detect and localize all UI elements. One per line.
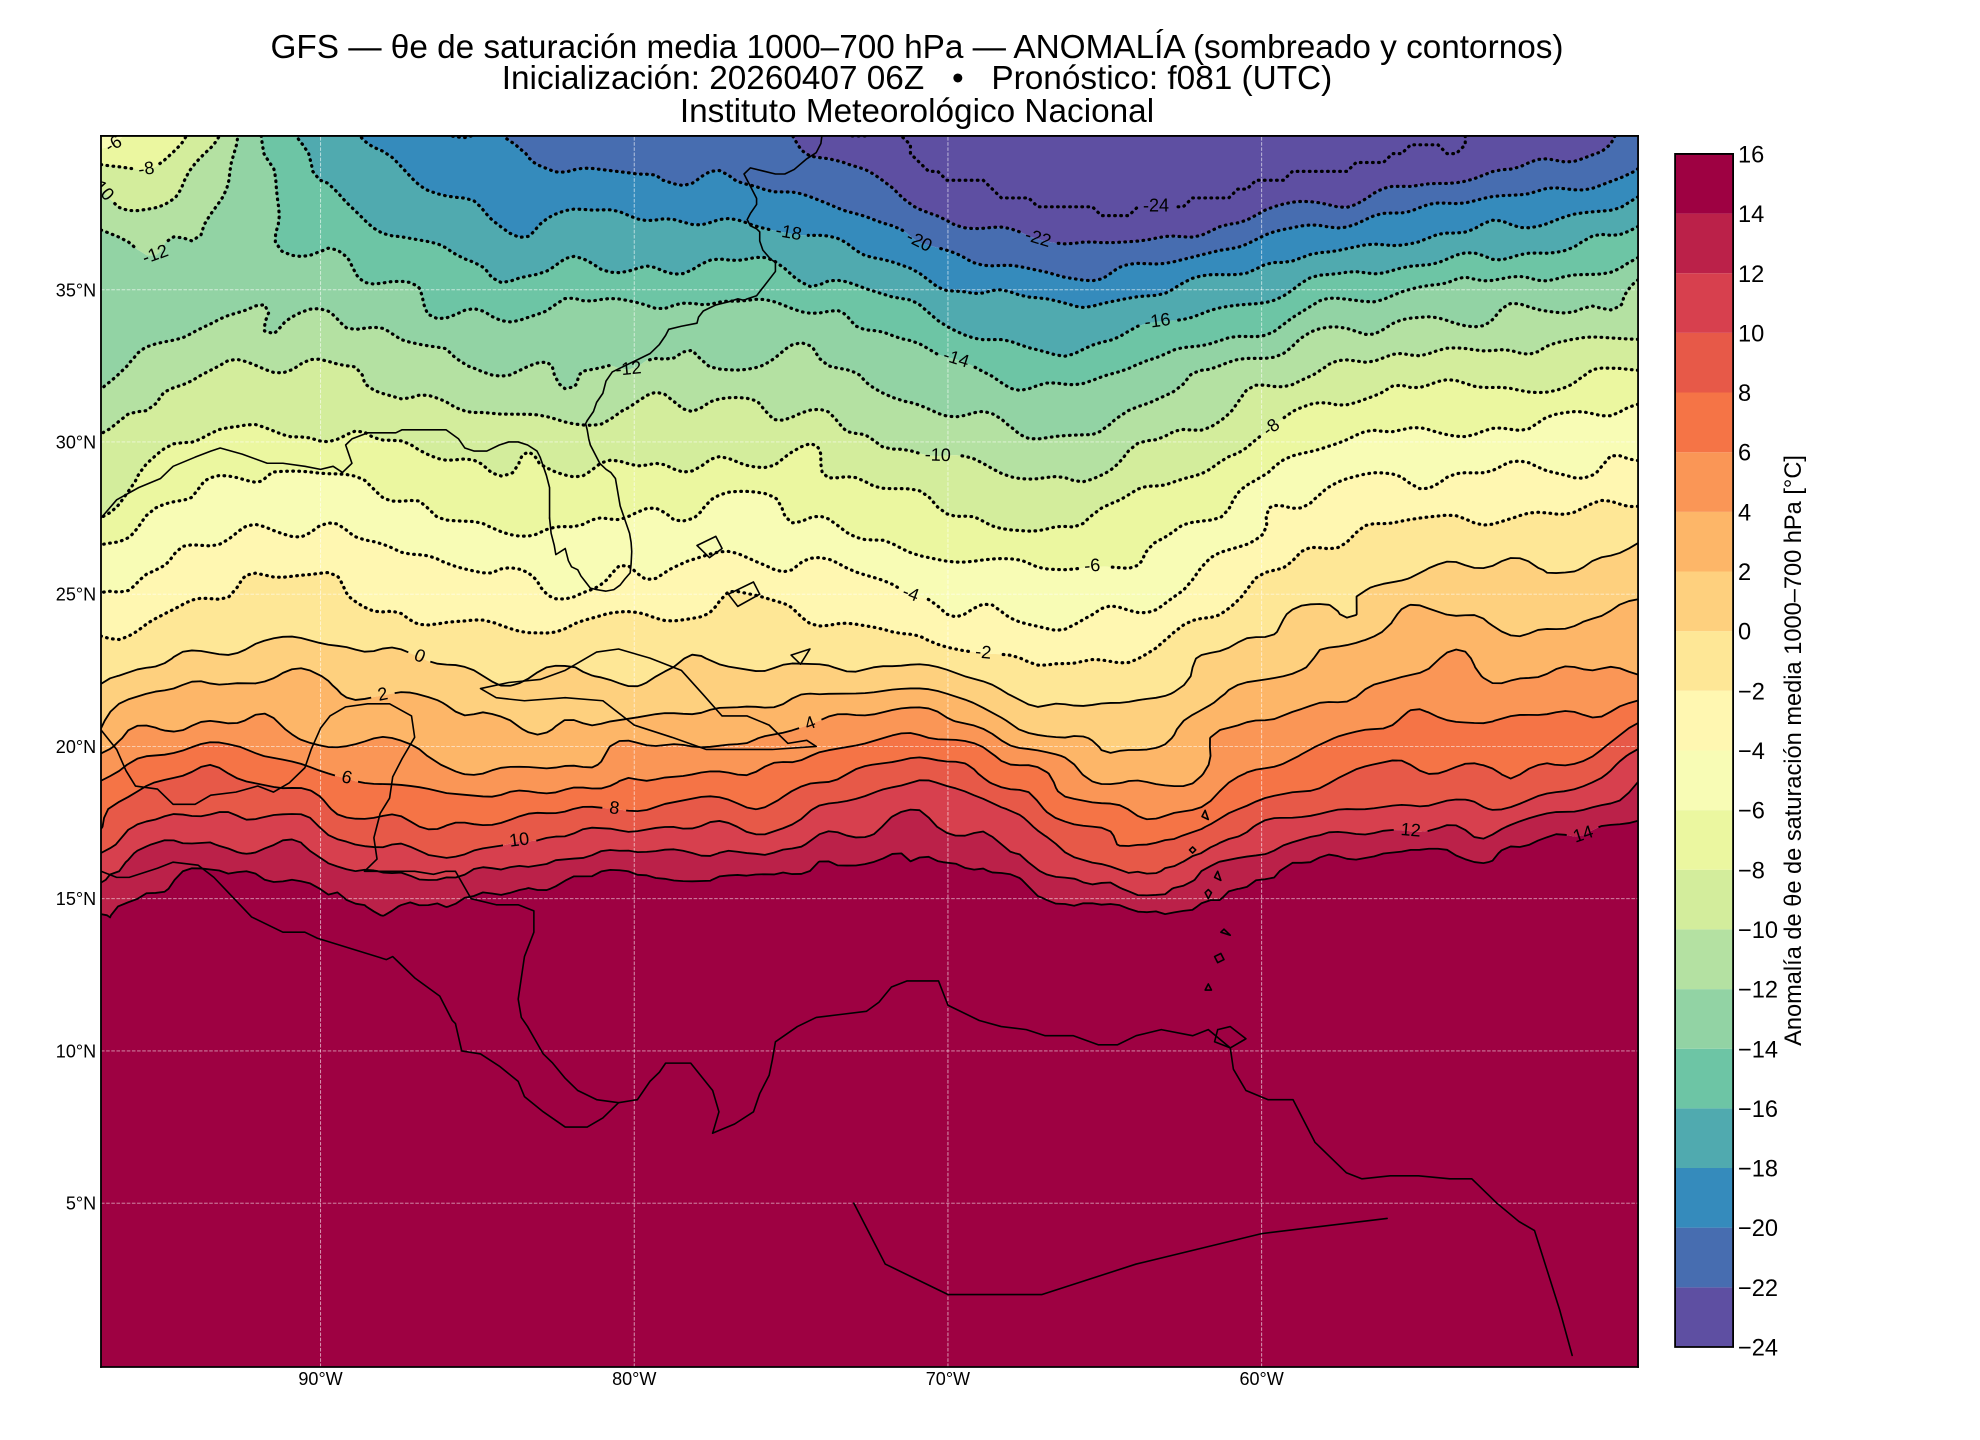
svg-text:−8: −8 xyxy=(1738,858,1765,884)
svg-text:14: 14 xyxy=(1738,202,1764,228)
svg-text:−12: −12 xyxy=(1738,978,1778,1004)
svg-text:20°N: 20°N xyxy=(56,737,96,757)
svg-text:−20: −20 xyxy=(1738,1216,1778,1242)
svg-text:15°N: 15°N xyxy=(56,889,96,909)
svg-text:Inicialización: 20260407 06Z: Inicialización: 20260407 06Z • Pronóstic… xyxy=(502,60,1332,97)
svg-text:35°N: 35°N xyxy=(56,280,96,300)
svg-text:10: 10 xyxy=(1738,321,1764,347)
svg-text:-8: -8 xyxy=(137,158,156,180)
svg-text:2: 2 xyxy=(1738,560,1751,586)
svg-text:10: 10 xyxy=(508,828,530,850)
svg-text:-6: -6 xyxy=(1084,555,1101,576)
svg-text:−16: −16 xyxy=(1738,1097,1778,1123)
svg-text:-18: -18 xyxy=(774,220,803,244)
svg-text:4: 4 xyxy=(1738,500,1751,526)
svg-text:80°W: 80°W xyxy=(612,1369,656,1389)
svg-text:60°W: 60°W xyxy=(1239,1369,1283,1389)
svg-text:−2: −2 xyxy=(1738,679,1765,705)
svg-text:−4: −4 xyxy=(1738,739,1765,765)
svg-text:-12: -12 xyxy=(614,357,642,379)
svg-text:0: 0 xyxy=(1738,620,1751,646)
svg-text:10°N: 10°N xyxy=(56,1041,96,1061)
svg-text:-10: -10 xyxy=(924,444,951,465)
svg-text:30°N: 30°N xyxy=(56,432,96,452)
svg-text:−14: −14 xyxy=(1738,1037,1778,1063)
svg-text:8: 8 xyxy=(1738,381,1751,407)
svg-text:Anomalía de θe de saturación m: Anomalía de θe de saturación media 1000–… xyxy=(1781,455,1807,1046)
svg-text:16: 16 xyxy=(1738,142,1764,168)
svg-text:5°N: 5°N xyxy=(66,1194,96,1214)
svg-text:-16: -16 xyxy=(1143,309,1171,332)
svg-text:−10: −10 xyxy=(1738,918,1778,944)
svg-text:−18: −18 xyxy=(1738,1157,1778,1183)
svg-text:12: 12 xyxy=(1738,262,1764,288)
svg-text:70°W: 70°W xyxy=(926,1369,970,1389)
svg-text:Instituto Meteorológico Nacion: Instituto Meteorológico Nacional xyxy=(680,93,1154,130)
svg-text:12: 12 xyxy=(1400,819,1422,841)
svg-text:−6: −6 xyxy=(1738,799,1765,825)
svg-text:−22: −22 xyxy=(1738,1276,1778,1302)
svg-text:-24: -24 xyxy=(1143,195,1169,215)
svg-text:−24: −24 xyxy=(1738,1336,1778,1362)
svg-text:25°N: 25°N xyxy=(56,585,96,605)
svg-text:6: 6 xyxy=(1738,441,1751,467)
svg-text:90°W: 90°W xyxy=(298,1369,342,1389)
svg-text:-2: -2 xyxy=(974,641,992,662)
